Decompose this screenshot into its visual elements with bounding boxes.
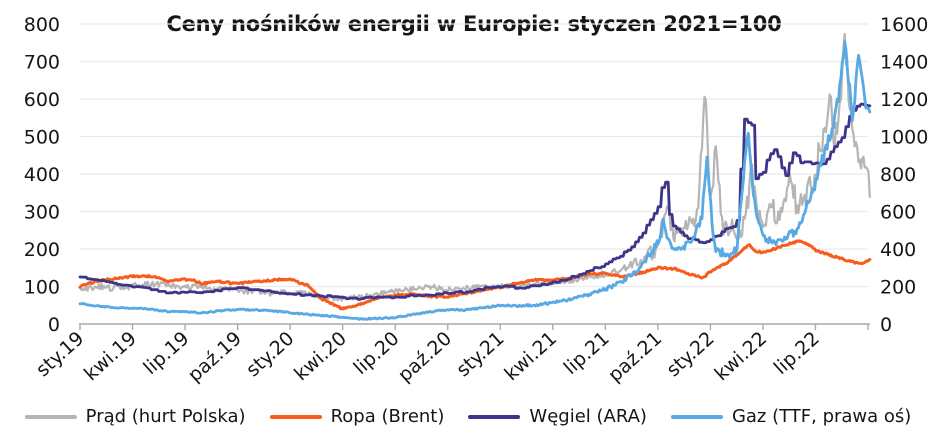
series-line-wegiel <box>78 102 872 301</box>
x-axis-tick-label: sty.19 <box>32 327 88 381</box>
x-axis-tick-label: paź.21 <box>604 327 666 386</box>
x-axis-tick-label: lip.22 <box>770 327 824 379</box>
right-axis-tick-label: 1400 <box>880 52 928 74</box>
right-axis-tick-label: 600 <box>880 202 916 224</box>
left-axis-tick-label: 100 <box>24 277 60 299</box>
x-axis-tick-label: kwi.21 <box>500 327 561 385</box>
left-axis-tick-label: 200 <box>24 239 60 261</box>
x-axis-tick-label: kwi.22 <box>710 327 771 385</box>
right-axis-tick-label: 800 <box>880 164 916 186</box>
right-axis-tick-label: 1200 <box>880 89 928 111</box>
right-axis-tick-label: 1000 <box>880 127 928 149</box>
x-axis-tick-label: sty.22 <box>662 327 718 381</box>
legend: Prąd (hurt Polska) Ropa (Brent) Węgiel (AR… <box>0 406 936 427</box>
right-axis-tick-label: 1600 <box>880 14 928 36</box>
x-axis-tick-label: kwi.20 <box>290 327 351 385</box>
legend-label-gaz: Gaz (TTF, prawa oś) <box>731 406 912 427</box>
legend-label-prad: Prąd (hurt Polska) <box>85 406 246 427</box>
legend-swatch-ropa <box>269 414 322 419</box>
x-axis-tick-label: kwi.19 <box>80 327 141 385</box>
series-line-gaz <box>78 40 872 321</box>
series-line-ropa <box>78 239 872 311</box>
x-axis-tick-label: sty.21 <box>452 327 508 381</box>
left-axis-tick-label: 700 <box>24 52 60 74</box>
left-axis-tick-label: 300 <box>24 202 60 224</box>
right-axis-tick-label: 0 <box>880 314 892 336</box>
left-axis-tick-label: 600 <box>24 89 60 111</box>
legend-item-prad: Prąd (hurt Polska) <box>24 406 246 427</box>
x-axis-tick-label: sty.20 <box>242 327 298 381</box>
left-axis-tick-label: 400 <box>24 164 60 186</box>
x-axis-tick-label: paź.19 <box>184 327 246 386</box>
legend-item-ropa: Ropa (Brent) <box>269 406 445 427</box>
left-axis-tick-label: 800 <box>24 14 60 36</box>
legend-swatch-wegiel <box>468 414 521 419</box>
legend-label-wegiel: Węgiel (ARA) <box>529 406 647 427</box>
left-axis-tick-label: 500 <box>24 127 60 149</box>
left-axis-tick-label: 0 <box>48 314 60 336</box>
legend-swatch-gaz <box>670 414 723 419</box>
right-axis-tick-label: 200 <box>880 277 916 299</box>
legend-item-gaz: Gaz (TTF, prawa oś) <box>670 406 912 427</box>
right-axis-tick-label: 400 <box>880 239 916 261</box>
legend-swatch-prad <box>24 414 77 419</box>
legend-item-wegiel: Węgiel (ARA) <box>468 406 647 427</box>
x-axis-tick-label: paź.20 <box>394 327 456 386</box>
legend-label-ropa: Ropa (Brent) <box>330 406 445 427</box>
